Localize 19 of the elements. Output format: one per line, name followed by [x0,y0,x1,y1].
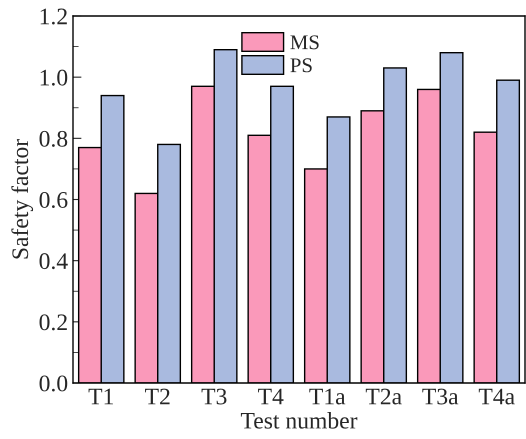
legend-label: PS [290,58,312,72]
x-tick-label: T2 [145,388,170,404]
x-tick-label: T4a [478,388,515,404]
y-tick-label: 0.4 [40,253,68,270]
x-axis-title: Test number [240,412,358,429]
x-tick-label: T1 [88,388,113,404]
x-tick-label: T3a [422,388,458,404]
y-axis-title: Safety factor [11,139,34,259]
y-tick-label: 1.0 [40,70,68,86]
x-tick-label: T3 [202,388,226,404]
x-tick-label: T1a [309,388,346,404]
y-tick-label: 0.2 [40,314,67,330]
y-tick-label: 0.6 [40,192,68,208]
legend-label: MS [290,35,319,50]
y-tick-label: 0.0 [40,375,68,392]
y-tick-label: 1.2 [40,8,67,25]
x-tick-label: T2a [366,388,402,404]
y-tick-label: 0.8 [40,130,68,147]
x-tick-label: T4 [258,388,284,404]
